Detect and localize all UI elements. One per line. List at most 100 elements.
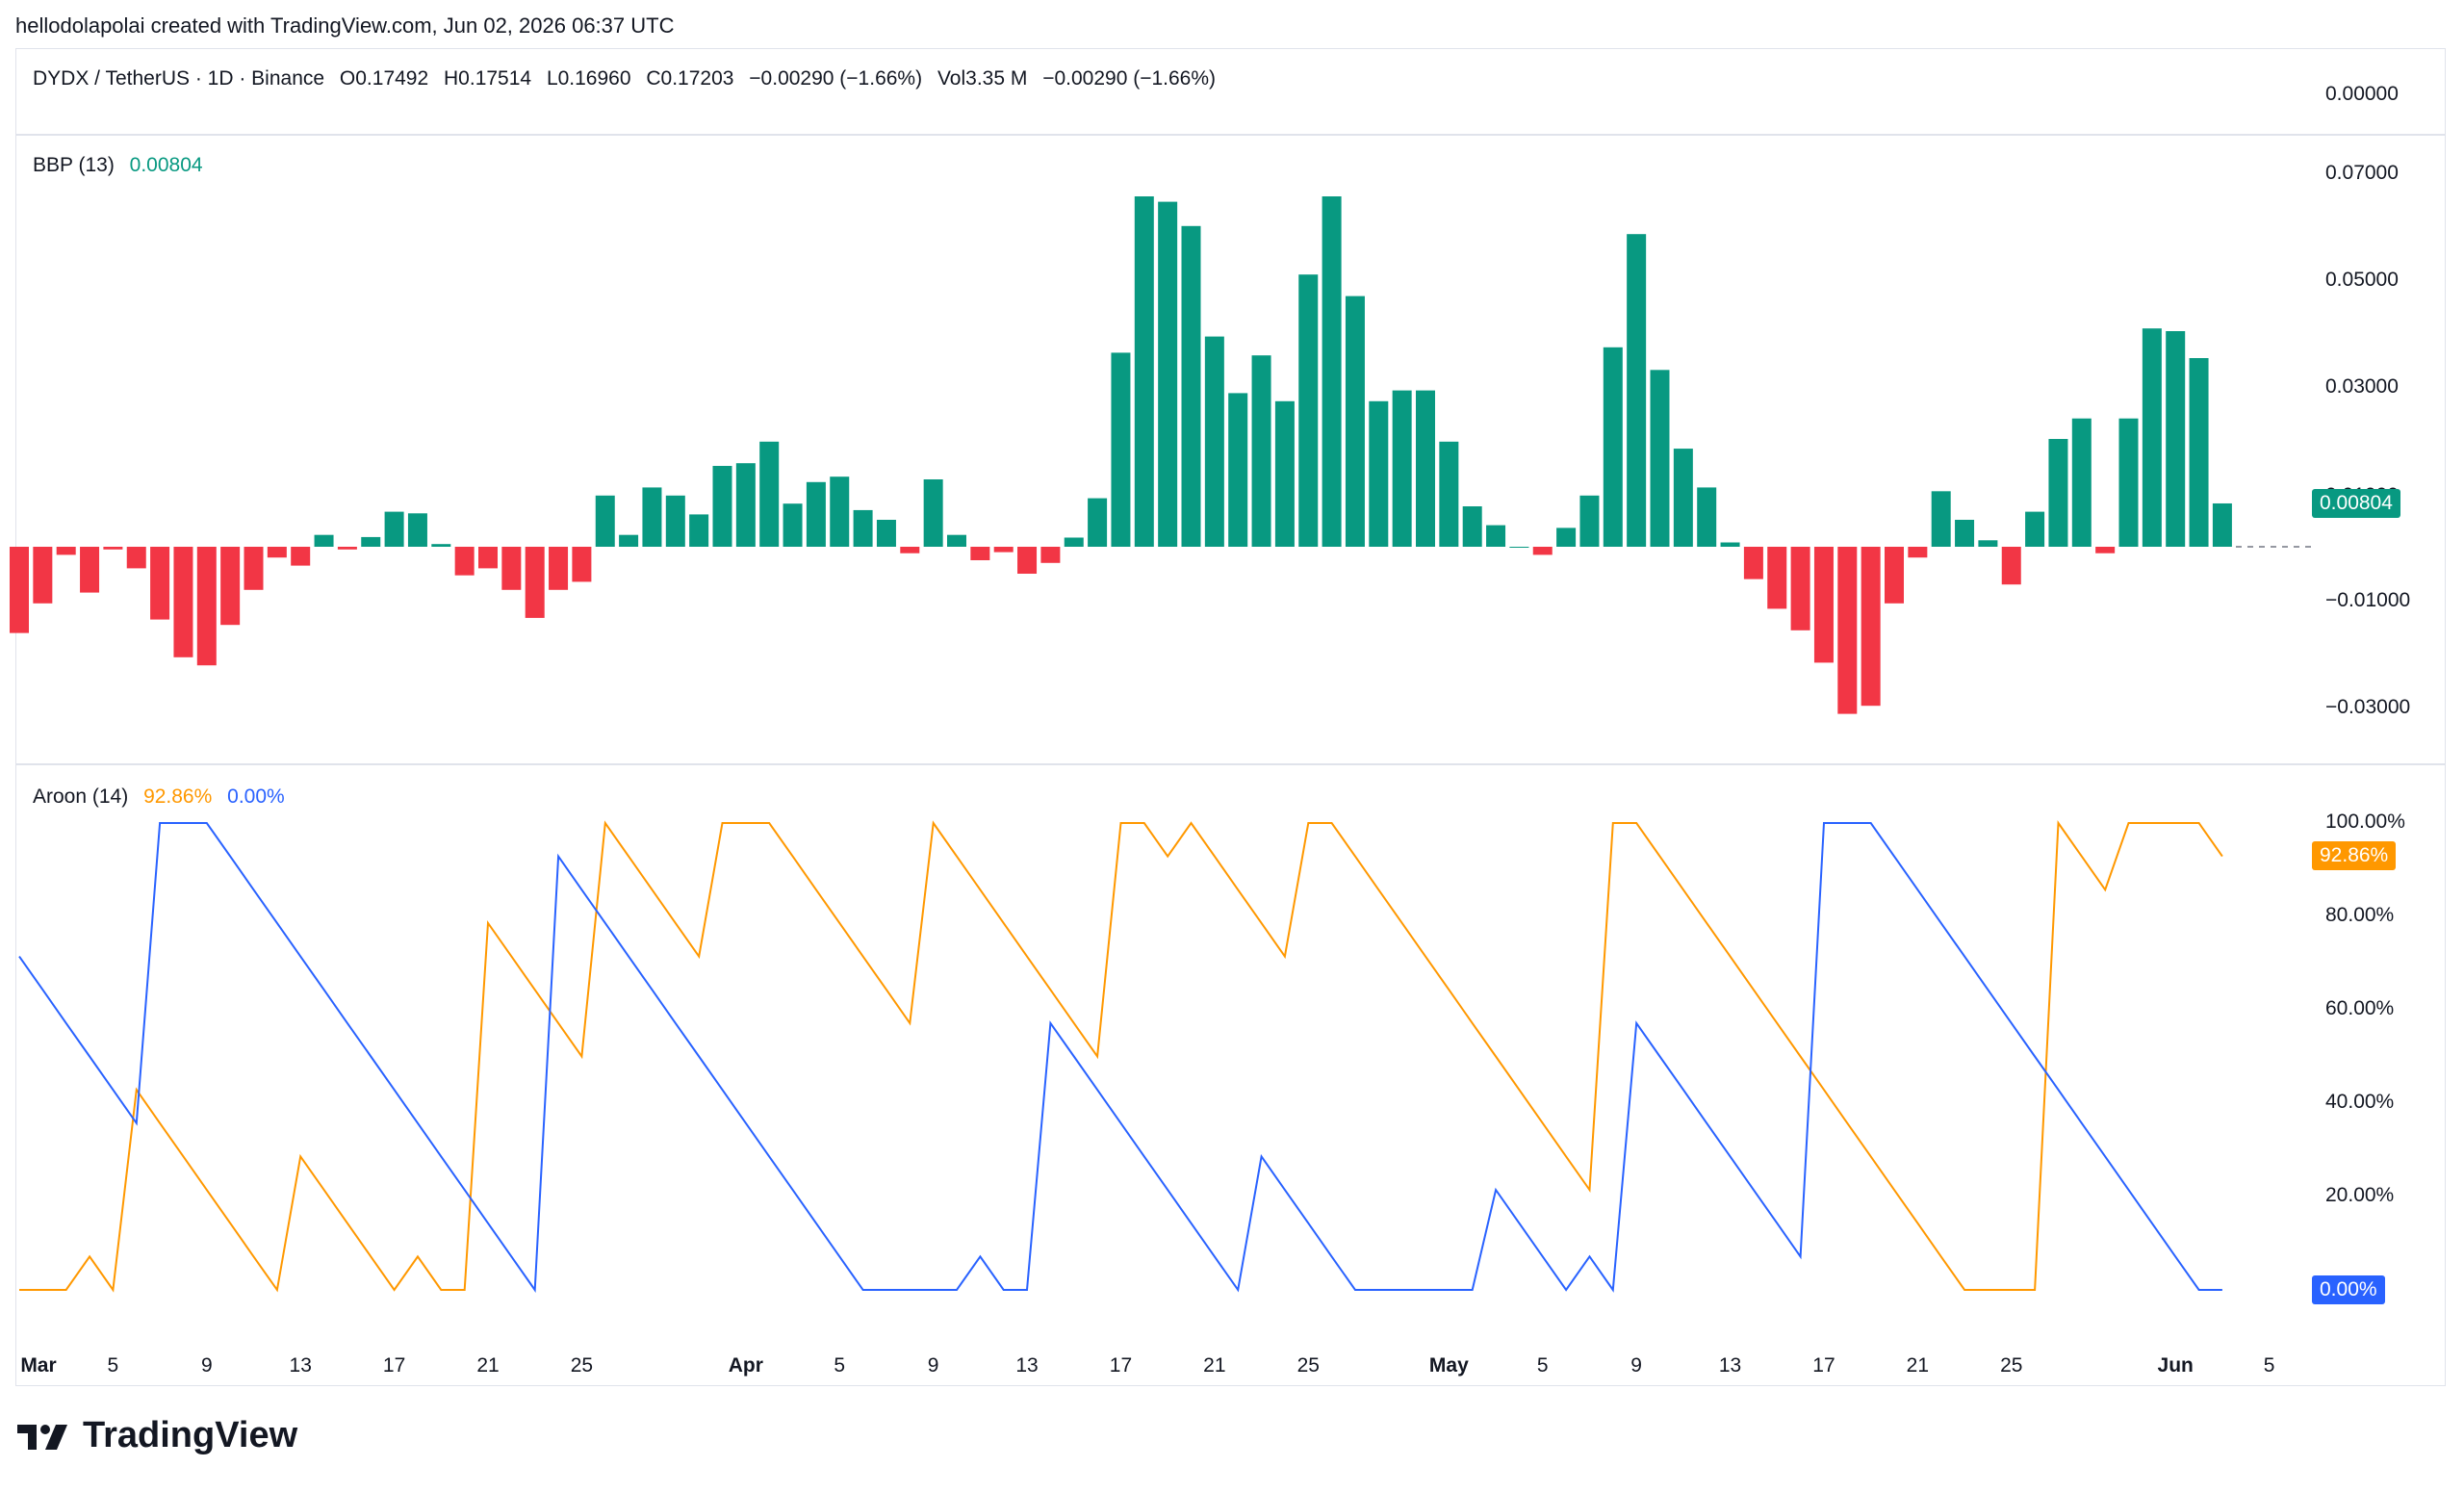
symbol-title[interactable]: DYDX / TetherUS · 1D · Binance bbox=[33, 67, 325, 90]
tradingview-logo-icon bbox=[17, 1424, 67, 1450]
bbp-bar bbox=[572, 547, 592, 582]
bbp-bar bbox=[1158, 201, 1178, 547]
bbp-bar bbox=[1978, 540, 1998, 547]
high-value: H0.17514 bbox=[444, 67, 532, 90]
x-axis-label: 5 bbox=[834, 1354, 845, 1377]
bbp-bar bbox=[1650, 370, 1670, 547]
bbp-bar bbox=[56, 547, 76, 555]
x-axis-label: 13 bbox=[1719, 1354, 1741, 1377]
bbp-bar bbox=[1861, 547, 1881, 707]
bbp-bar bbox=[1532, 547, 1553, 555]
bbp-bar bbox=[1111, 352, 1131, 547]
bbp-bar bbox=[2071, 418, 2092, 547]
x-axis: Mar 5 9 13 17 21 25 Apr 5 9 13 17 21 25 May 5 9 13 17 21 25 J… bbox=[20, 1354, 2274, 1377]
bbp-bar bbox=[407, 513, 427, 547]
bbp-bar bbox=[291, 547, 311, 566]
bbp-bar bbox=[619, 534, 639, 547]
aroon-up-tag: 92.86% bbox=[2312, 841, 2397, 870]
x-axis-label: 25 bbox=[571, 1354, 593, 1377]
pane-separator-price[interactable] bbox=[15, 134, 2446, 136]
bbp-tick-2: 0.03000 bbox=[2325, 375, 2399, 398]
bbp-bar bbox=[337, 547, 357, 550]
bbp-bar bbox=[2189, 358, 2209, 547]
bbp-bar bbox=[1556, 528, 1577, 547]
bbp-bar bbox=[1813, 547, 1834, 663]
aroon-tick-4: 20.00% bbox=[2325, 1184, 2395, 1206]
aroon-down-value: 0.00% bbox=[227, 785, 285, 808]
bbp-bar bbox=[1579, 495, 1600, 547]
x-axis-label: Jun bbox=[2158, 1354, 2194, 1377]
bbp-bar bbox=[1040, 547, 1061, 563]
bbp-bar bbox=[1017, 547, 1038, 574]
bbp-bar bbox=[1790, 547, 1810, 631]
bbp-bar bbox=[384, 511, 404, 547]
bbp-bar bbox=[712, 466, 732, 547]
bbp-bar bbox=[806, 481, 826, 547]
price-axis-label: 0.00000 bbox=[2325, 83, 2399, 105]
bbp-bar bbox=[1720, 542, 1740, 547]
bbp-bar bbox=[993, 547, 1014, 553]
bbp-bar bbox=[2001, 547, 2021, 585]
bbp-bar bbox=[1603, 347, 1623, 547]
bbp-bar bbox=[1955, 520, 1975, 547]
bbp-bar bbox=[220, 547, 241, 626]
bbp-bar bbox=[549, 547, 569, 590]
bbp-bar bbox=[1251, 355, 1271, 547]
pane-separator-bbp[interactable] bbox=[15, 763, 2446, 765]
low-value: L0.16960 bbox=[546, 67, 631, 90]
bbp-bar bbox=[314, 534, 334, 547]
bbp-bar bbox=[900, 547, 920, 553]
bbp-bar bbox=[1931, 491, 1951, 547]
x-axis-label: 9 bbox=[1630, 1354, 1642, 1377]
bbp-bar bbox=[2118, 418, 2139, 547]
bbp-tick-4: −0.03000 bbox=[2325, 696, 2411, 718]
bbp-bar bbox=[2095, 547, 2116, 553]
bbp-bar bbox=[689, 514, 709, 547]
bbp-bar bbox=[173, 547, 193, 657]
volume-change-value: −0.00290 (−1.66%) bbox=[1042, 67, 1217, 90]
bbp-bar bbox=[830, 476, 850, 547]
aroon-down-tag: 0.00% bbox=[2312, 1275, 2385, 1304]
x-axis-label: May bbox=[1429, 1354, 1469, 1377]
bbp-bar bbox=[947, 534, 966, 547]
bbp-bar bbox=[454, 547, 475, 576]
x-axis-label: 21 bbox=[1203, 1354, 1225, 1377]
x-axis-label: 9 bbox=[201, 1354, 213, 1377]
bbp-bar bbox=[595, 495, 615, 547]
bbp-bar bbox=[876, 520, 896, 547]
aroon-tick-0: 100.00% bbox=[2325, 811, 2405, 833]
close-value: C0.17203 bbox=[646, 67, 734, 90]
tradingview-logo[interactable]: TradingView bbox=[17, 1415, 297, 1456]
bbp-bar bbox=[80, 547, 100, 593]
bbp-bar bbox=[1509, 547, 1529, 548]
bbp-bar bbox=[10, 547, 29, 633]
attribution-text: hellodolapolai created with TradingView.… bbox=[15, 13, 675, 38]
x-axis-label: 5 bbox=[108, 1354, 119, 1377]
bbp-bar bbox=[970, 547, 990, 560]
bbp-bar bbox=[1181, 225, 1201, 548]
bbp-bar bbox=[2212, 502, 2232, 547]
bbp-bar bbox=[2142, 328, 2162, 547]
bbp-bar bbox=[2048, 439, 2068, 547]
x-axis-label: 5 bbox=[2264, 1354, 2275, 1377]
x-axis-label: 25 bbox=[1297, 1354, 1320, 1377]
aroon-up-value: 92.86% bbox=[143, 785, 213, 808]
bbp-bar bbox=[1439, 441, 1459, 547]
bbp-bar bbox=[642, 487, 662, 547]
aroon-title[interactable]: Aroon (14) bbox=[33, 785, 129, 808]
bbp-legend: BBP (13) 0.00804 bbox=[33, 154, 213, 177]
x-axis-label: Apr bbox=[729, 1354, 763, 1377]
aroon-lines bbox=[18, 820, 2223, 1293]
bbp-title[interactable]: BBP (13) bbox=[33, 154, 115, 176]
open-value: O0.17492 bbox=[339, 67, 429, 90]
bbp-bar bbox=[150, 547, 170, 620]
bbp-bar bbox=[783, 503, 803, 547]
bbp-bar bbox=[1885, 547, 1904, 604]
aroon-down-line bbox=[18, 822, 2222, 1293]
bbp-bar bbox=[1673, 449, 1693, 547]
bbp-bar bbox=[1416, 390, 1435, 547]
bbp-bar bbox=[361, 536, 381, 547]
x-axis-label: 21 bbox=[1907, 1354, 1929, 1377]
bbp-bar bbox=[1345, 296, 1365, 547]
